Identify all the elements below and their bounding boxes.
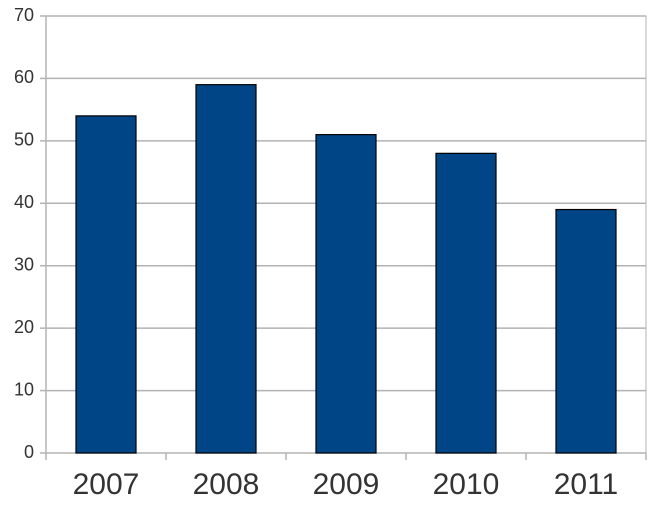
y-tick-label: 70 [14, 5, 34, 25]
x-tick-label: 2007 [73, 468, 140, 501]
bar [315, 134, 377, 454]
y-tick-label: 60 [14, 67, 34, 87]
y-tick-label: 50 [14, 130, 34, 150]
bar [435, 152, 497, 454]
x-tick-label: 2009 [313, 468, 380, 501]
x-tick-label: 2010 [433, 468, 500, 501]
y-tick-label: 0 [24, 442, 34, 462]
y-tick-label: 10 [14, 379, 34, 399]
x-tick-label: 2011 [554, 468, 619, 501]
bar [195, 84, 257, 454]
x-tick-label: 2008 [193, 468, 260, 501]
y-tick-label: 40 [14, 192, 34, 212]
y-tick-label: 20 [14, 317, 34, 337]
y-tick-label: 30 [14, 254, 34, 274]
bar [555, 208, 617, 454]
bar [75, 115, 137, 454]
